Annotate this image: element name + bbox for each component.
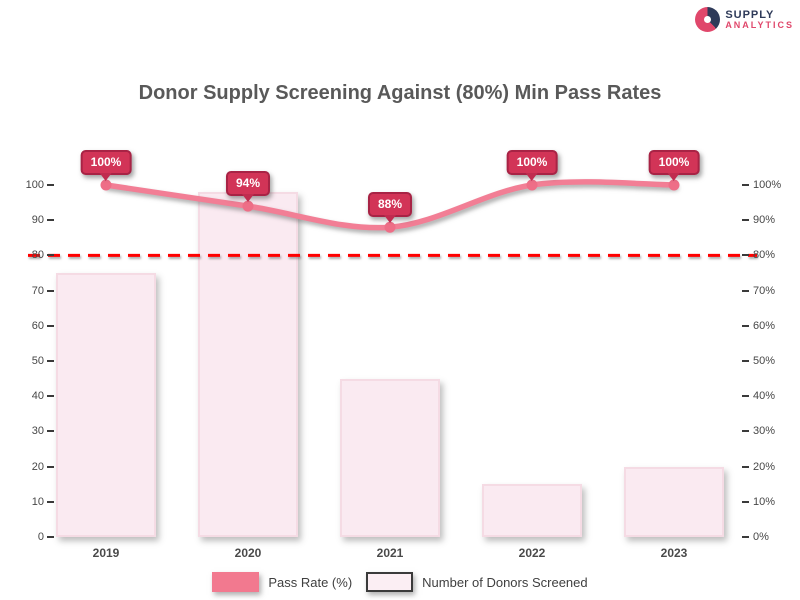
left-axis-tick-mark bbox=[47, 395, 54, 398]
right-axis-tick-label: 100% bbox=[753, 179, 782, 191]
right-axis-tick-label: 0% bbox=[753, 531, 769, 543]
left-axis-tick-mark bbox=[47, 360, 54, 362]
left-axis-tick-mark bbox=[47, 289, 54, 292]
bar-donors-screened-2019[interactable] bbox=[56, 273, 156, 537]
badge-tail bbox=[384, 215, 396, 224]
left-axis-tick-mark bbox=[47, 184, 54, 186]
x-axis-label-2020: 2020 bbox=[234, 546, 262, 560]
legend-swatch bbox=[366, 572, 414, 592]
pass-rate-point-2023[interactable] bbox=[668, 179, 680, 191]
right-axis-tick-mark bbox=[742, 465, 749, 468]
pass-rate-point-2019[interactable] bbox=[100, 179, 112, 191]
left-axis-tick-label: 50 bbox=[31, 355, 44, 367]
badge-tail bbox=[99, 173, 112, 181]
badge-tail bbox=[242, 194, 254, 203]
pass-rate-point-2022[interactable] bbox=[526, 179, 538, 191]
data-label-badge-2019: 100% bbox=[80, 150, 132, 181]
bar-donors-screened-2023[interactable] bbox=[624, 466, 724, 537]
right-axis-tick-mark bbox=[742, 536, 749, 538]
left-axis-tick-label: 100 bbox=[25, 179, 44, 191]
right-axis-tick-mark bbox=[742, 500, 749, 503]
right-axis-tick-mark bbox=[742, 254, 749, 257]
right-axis-tick-label: 10% bbox=[753, 495, 776, 508]
left-axis-tick-mark bbox=[47, 430, 54, 433]
legend-label: Pass Rate (%) bbox=[268, 574, 353, 590]
right-axis-tick-mark bbox=[742, 289, 749, 292]
bar-donors-screened-2022[interactable] bbox=[482, 484, 582, 537]
left-axis-tick-label: 70 bbox=[31, 284, 44, 297]
x-axis-label-2023: 2023 bbox=[660, 546, 688, 560]
right-axis-tick-label: 60% bbox=[753, 319, 776, 332]
left-axis-tick-label: 40 bbox=[31, 390, 44, 403]
pass-rate-point-2021[interactable] bbox=[384, 221, 396, 233]
brand-logo: SUPPLY ANALYTICS bbox=[695, 7, 794, 32]
right-axis-tick-mark bbox=[742, 219, 749, 222]
right-axis-tick-mark bbox=[742, 430, 749, 433]
right-axis-tick-label: 70% bbox=[753, 284, 776, 297]
left-axis-tick-mark bbox=[47, 324, 54, 327]
right-axis-tick-mark bbox=[742, 184, 749, 186]
left-axis-tick-label: 80 bbox=[31, 249, 44, 262]
left-axis-tick-label: 10 bbox=[31, 495, 44, 508]
legend-swatch bbox=[212, 572, 260, 592]
data-label-badge-2021: 88% bbox=[367, 192, 413, 224]
chart-title: Donor Supply Screening Against (80%) Min… bbox=[138, 82, 662, 104]
logo-text-primary: SUPPLY bbox=[725, 8, 775, 21]
badge-tail bbox=[525, 173, 538, 181]
right-axis-tick-label: 90% bbox=[753, 214, 776, 227]
data-label-badge-2020: 94% bbox=[225, 171, 271, 203]
bar-donors-screened-2020[interactable] bbox=[198, 192, 298, 537]
badge-tail bbox=[667, 173, 680, 181]
left-axis-tick-label: 30 bbox=[31, 425, 44, 438]
left-axis-tick-mark bbox=[47, 500, 54, 503]
x-axis-label-2021: 2021 bbox=[376, 546, 404, 560]
left-axis-tick-mark bbox=[47, 254, 54, 257]
legend-item-pass-rate[interactable]: Pass Rate (%) bbox=[212, 572, 352, 592]
bar-donors-screened-2021[interactable] bbox=[340, 378, 440, 537]
left-axis-tick-mark bbox=[47, 219, 54, 222]
chart-legend: Pass Rate (%) Number of Donors Screened bbox=[0, 572, 800, 592]
data-label-badge-2023: 100% bbox=[648, 150, 700, 181]
left-axis-tick-label: 60 bbox=[31, 319, 44, 332]
logo-text-accent: ANALYTICS bbox=[725, 19, 794, 30]
right-axis-tick-label: 40% bbox=[753, 390, 776, 403]
legend-label: Number of Donors Screened bbox=[422, 574, 588, 590]
left-axis-tick-mark bbox=[47, 536, 54, 538]
right-axis-tick-label: 50% bbox=[753, 355, 776, 367]
right-axis-tick-label: 20% bbox=[753, 460, 776, 473]
x-axis-label-2019: 2019 bbox=[92, 546, 120, 560]
right-axis-tick-label: 80% bbox=[753, 249, 776, 262]
data-label-badge-2022: 100% bbox=[506, 150, 558, 181]
left-axis-tick-mark bbox=[47, 465, 54, 468]
legend-item-donors-screened[interactable]: Number of Donors Screened bbox=[366, 572, 588, 592]
pass-rate-point-2020[interactable] bbox=[242, 200, 254, 212]
x-axis-label-2022: 2022 bbox=[518, 546, 546, 560]
right-axis-tick-mark bbox=[742, 324, 749, 327]
right-axis-tick-mark bbox=[742, 360, 749, 362]
left-axis-tick-label: 20 bbox=[31, 460, 44, 473]
left-axis-tick-label: 0 bbox=[37, 531, 44, 543]
right-axis-tick-mark bbox=[742, 395, 749, 398]
right-axis-tick-label: 30% bbox=[753, 425, 776, 438]
pie-circle-logo-icon bbox=[695, 7, 721, 32]
left-axis-tick-label: 90 bbox=[31, 214, 44, 227]
